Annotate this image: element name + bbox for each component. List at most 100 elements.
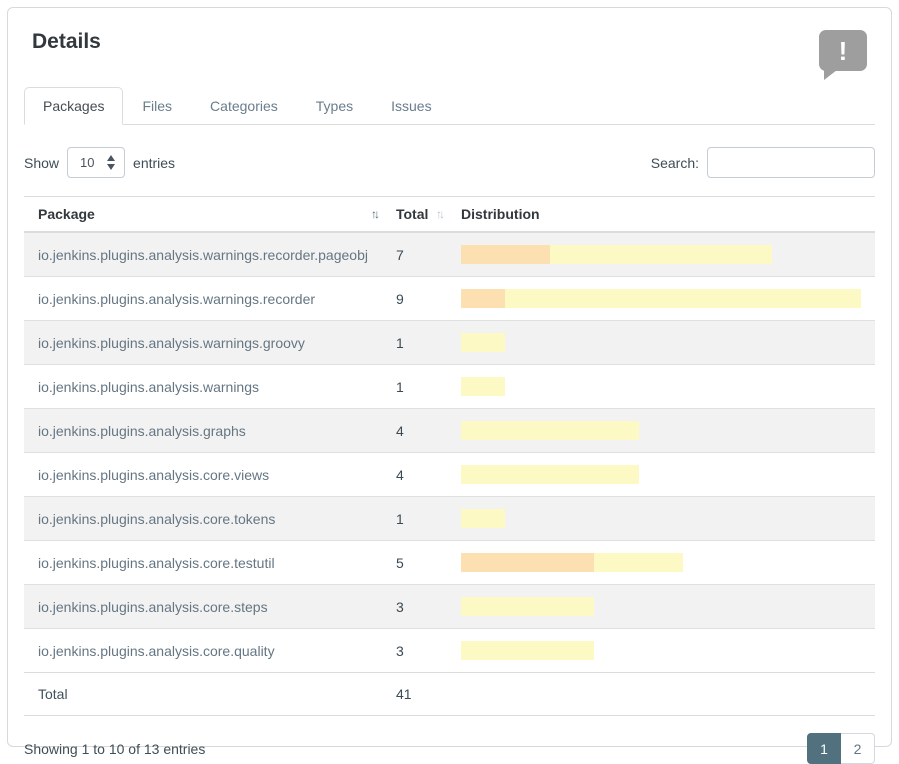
distribution-bar — [461, 597, 861, 616]
package-name[interactable]: io.jenkins.plugins.analysis.core.tokens — [24, 496, 382, 541]
distribution-bar-low — [461, 509, 506, 528]
package-name[interactable]: io.jenkins.plugins.analysis.graphs — [24, 408, 382, 453]
distribution-bar-low — [505, 289, 861, 308]
distribution-bar — [461, 245, 861, 264]
total-row: Total 41 — [24, 672, 875, 716]
package-total: 4 — [381, 408, 448, 453]
table-row: io.jenkins.plugins.analysis.core.quality… — [24, 628, 875, 673]
distribution-cell — [447, 408, 875, 453]
search-label: Search: — [650, 154, 699, 171]
package-total: 9 — [381, 276, 448, 321]
package-name[interactable]: io.jenkins.plugins.analysis.core.steps — [24, 584, 382, 629]
column-header-package[interactable]: Package ↑↓ — [24, 196, 382, 233]
tab-bar: Packages Files Categories Types Issues — [24, 87, 875, 125]
package-total: 3 — [381, 584, 448, 629]
distribution-bar-low — [461, 377, 506, 396]
distribution-bar — [461, 465, 861, 484]
exclamation-bubble-icon: ! — [819, 30, 867, 80]
package-total: 7 — [395, 246, 404, 263]
table-row: io.jenkins.plugins.analysis.warnings 1 — [24, 364, 875, 409]
page-size-value: 10 — [80, 155, 95, 170]
table-body: io.jenkins.plugins.analysis.warnings.rec… — [24, 232, 875, 673]
entries-label: entries — [133, 154, 176, 171]
table-row: io.jenkins.plugins.analysis.core.views 4 — [24, 452, 875, 497]
distribution-bar-low — [461, 597, 595, 616]
package-total: 1 — [381, 364, 448, 409]
distribution-cell — [447, 276, 875, 321]
package-name[interactable]: io.jenkins.plugins.analysis.core.views — [24, 452, 382, 497]
table-controls: Show 10 entries Search: — [24, 147, 875, 178]
distribution-cell — [447, 320, 875, 365]
distribution-cell — [447, 364, 875, 409]
distribution-bar — [461, 553, 861, 572]
distribution-bar-normal — [461, 553, 595, 572]
distribution-cell — [447, 232, 875, 277]
package-name[interactable]: io.jenkins.plugins.analysis.warnings.rec… — [38, 246, 368, 263]
exclamation-mark: ! — [838, 35, 848, 66]
showing-entries-info: Showing 1 to 10 of 13 entries — [24, 740, 206, 757]
tab-files[interactable]: Files — [142, 98, 173, 114]
distribution-bar — [461, 509, 861, 528]
sort-icon: ↑↓ — [436, 207, 445, 221]
distribution-bar-low — [461, 641, 595, 660]
package-name[interactable]: io.jenkins.plugins.analysis.warnings.rec… — [24, 276, 382, 321]
tab-categories[interactable]: Categories — [210, 98, 278, 114]
distribution-bar-low — [461, 333, 506, 352]
distribution-cell — [447, 452, 875, 497]
distribution-cell — [447, 628, 875, 673]
distribution-bar — [461, 377, 861, 396]
table-row: io.jenkins.plugins.analysis.graphs 4 — [24, 408, 875, 453]
page-button-2[interactable]: 2 — [841, 733, 875, 764]
page-button-1[interactable]: 1 — [807, 733, 841, 764]
page-size-control: Show 10 entries — [24, 147, 175, 178]
distribution-bar-low — [461, 421, 639, 440]
package-name[interactable]: io.jenkins.plugins.analysis.warnings.gro… — [24, 320, 382, 365]
package-total: 1 — [381, 320, 448, 365]
package-name[interactable]: io.jenkins.plugins.analysis.core.testuti… — [24, 540, 382, 585]
package-total: 5 — [381, 540, 448, 585]
distribution-cell — [447, 496, 875, 541]
column-header-distribution: Distribution — [447, 196, 875, 233]
table-row: io.jenkins.plugins.analysis.warnings.rec… — [24, 232, 875, 277]
table-row: io.jenkins.plugins.analysis.core.testuti… — [24, 540, 875, 585]
distribution-bar — [461, 333, 861, 352]
tab-types[interactable]: Types — [315, 98, 354, 114]
page-size-select[interactable]: 10 — [67, 147, 126, 178]
package-total: 3 — [381, 628, 448, 673]
package-name[interactable]: io.jenkins.plugins.analysis.warnings — [24, 364, 382, 409]
sort-icon: ↑↓ — [370, 207, 380, 221]
table-row: io.jenkins.plugins.analysis.core.steps 3 — [24, 584, 875, 629]
search-control: Search: — [651, 147, 875, 178]
details-card: Details ! Packages Files Categories Types Is… — [7, 7, 892, 764]
distribution-bar-low — [594, 553, 684, 572]
total-row-label: Total — [24, 672, 382, 716]
package-total: 1 — [381, 496, 448, 541]
table-row: io.jenkins.plugins.analysis.core.tokens 1 — [24, 496, 875, 541]
select-arrows-icon — [107, 155, 116, 170]
search-input[interactable] — [707, 147, 875, 178]
distribution-bar-low — [549, 245, 773, 264]
table-header-row: Package ↑↓ Total ↑↓ Distribution — [24, 196, 875, 233]
distribution-bar — [461, 641, 861, 660]
distribution-bar-normal — [461, 289, 506, 308]
distribution-cell — [447, 540, 875, 585]
page-title: Details — [32, 30, 101, 53]
card-header: Details ! — [32, 30, 867, 80]
show-label: Show — [24, 154, 60, 171]
distribution-bar — [461, 289, 861, 308]
package-name[interactable]: io.jenkins.plugins.analysis.core.quality — [24, 628, 382, 673]
distribution-bar-normal — [461, 245, 550, 264]
distribution-bar — [461, 421, 861, 440]
table-row: io.jenkins.plugins.analysis.warnings.rec… — [24, 276, 875, 321]
total-row-value: 41 — [381, 672, 448, 716]
column-header-total[interactable]: Total ↑↓ — [381, 196, 448, 233]
distribution-cell — [447, 584, 875, 629]
tab-issues[interactable]: Issues — [391, 98, 432, 114]
packages-table: Package ↑↓ Total ↑↓ Distribution io.jenk… — [24, 196, 875, 716]
tab-packages[interactable]: Packages — [24, 87, 124, 125]
distribution-bar-low — [461, 465, 639, 484]
table-row: io.jenkins.plugins.analysis.warnings.gro… — [24, 320, 875, 365]
package-total: 4 — [381, 452, 448, 497]
